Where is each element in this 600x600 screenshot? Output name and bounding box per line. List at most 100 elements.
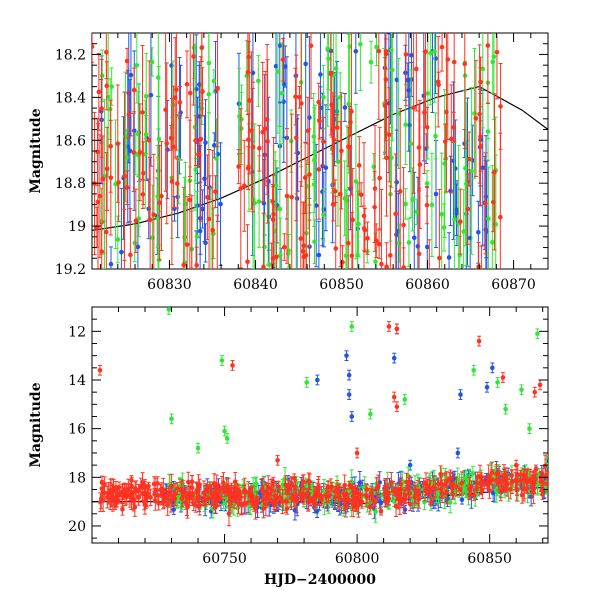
data-point [107, 78, 113, 141]
data-point [428, 33, 434, 106]
data-point [108, 119, 114, 236]
data-point [273, 33, 279, 144]
data-point [427, 239, 432, 269]
data-point [133, 188, 139, 253]
data-point [189, 195, 194, 269]
data-point [161, 477, 166, 502]
data-point [330, 187, 336, 222]
data-point [200, 67, 205, 116]
y-tick-label: 19 [68, 219, 86, 235]
data-point [503, 403, 508, 415]
data-point [375, 474, 381, 498]
data-point [129, 476, 134, 496]
data-point [156, 66, 162, 212]
data-point [207, 481, 213, 494]
data-point [424, 185, 430, 225]
data-point [131, 112, 136, 193]
data-point [479, 245, 484, 269]
data-point [303, 175, 309, 269]
data-point [452, 141, 457, 269]
data-point [429, 152, 435, 257]
data-point [298, 181, 304, 269]
data-point [134, 33, 140, 104]
data-point [374, 33, 379, 67]
x-tick-label: 60860 [405, 277, 450, 293]
data-point [213, 175, 218, 208]
data-point [315, 374, 320, 386]
data-point [334, 60, 340, 163]
data-point [219, 476, 225, 501]
y-tick-label: 18.2 [55, 47, 86, 63]
data-point [483, 152, 488, 255]
data-point [137, 103, 143, 202]
data-point [478, 120, 484, 172]
data-point [197, 495, 203, 516]
data-point [498, 132, 503, 269]
data-point [104, 126, 110, 211]
data-point [411, 33, 416, 194]
data-point [219, 355, 225, 366]
data-point [361, 142, 367, 269]
data-point [94, 206, 100, 248]
data-point [194, 481, 199, 500]
data-point [394, 323, 400, 335]
data-point [438, 479, 444, 498]
data-point [304, 377, 310, 388]
data-point [191, 496, 197, 511]
data-point [463, 90, 468, 247]
data-point [442, 123, 448, 160]
data-point [349, 411, 355, 422]
data-point [195, 442, 201, 454]
data-point [335, 96, 341, 227]
data-point [215, 214, 220, 269]
data-point [484, 381, 490, 393]
data-point [425, 33, 431, 160]
data-point [181, 186, 186, 269]
data-point [307, 473, 313, 491]
data-point [441, 203, 447, 252]
data-point [239, 492, 244, 516]
data-point [342, 93, 348, 122]
data-point [389, 33, 394, 134]
data-point [413, 485, 419, 504]
data-point [196, 140, 201, 168]
data-point [269, 242, 274, 269]
data-point [406, 217, 412, 268]
data-point [122, 208, 127, 269]
data-point [507, 479, 513, 500]
data-point [226, 501, 232, 527]
data-point [222, 485, 228, 498]
data-point [326, 33, 331, 91]
data-point [100, 135, 106, 223]
data-point [280, 37, 286, 82]
data-point [429, 497, 434, 507]
data-point [197, 145, 203, 269]
data-point [257, 124, 262, 172]
data-point [424, 486, 429, 496]
data-point [307, 204, 312, 269]
data-point [155, 476, 160, 491]
data-point [136, 199, 142, 238]
data-point [172, 195, 177, 222]
model-curve [92, 85, 548, 231]
data-point [422, 50, 427, 174]
data-point [245, 146, 251, 191]
data-point [369, 485, 374, 503]
data-point [301, 213, 307, 269]
data-point [451, 111, 457, 143]
data-point [92, 33, 95, 63]
data-point [439, 152, 444, 269]
data-point [289, 113, 295, 269]
data-point [185, 471, 191, 493]
data-point [281, 33, 287, 163]
data-point [487, 482, 492, 499]
data-point [125, 69, 131, 224]
data-point [391, 352, 397, 364]
data-point [106, 482, 111, 505]
top-plot-marks [92, 33, 548, 269]
data-point [476, 335, 482, 347]
data-point [431, 475, 436, 499]
data-point [350, 168, 355, 269]
data-point [393, 482, 398, 495]
data-point [514, 484, 520, 497]
